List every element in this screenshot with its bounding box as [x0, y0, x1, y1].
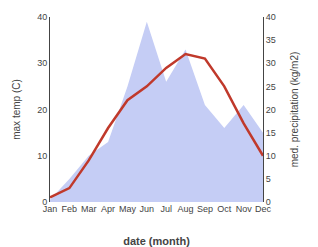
- svg-text:Nov: Nov: [236, 204, 253, 214]
- svg-text:Sep: Sep: [197, 204, 213, 214]
- svg-text:30: 30: [37, 58, 47, 68]
- svg-text:0: 0: [266, 197, 271, 207]
- svg-text:max temp (C): max temp (C): [11, 79, 22, 140]
- svg-text:May: May: [119, 204, 137, 214]
- svg-text:25: 25: [266, 82, 276, 92]
- svg-text:Mar: Mar: [81, 204, 97, 214]
- svg-text:Oct: Oct: [217, 204, 232, 214]
- svg-text:Feb: Feb: [62, 204, 78, 214]
- svg-text:10: 10: [37, 151, 47, 161]
- svg-text:Aug: Aug: [178, 204, 194, 214]
- svg-text:med. precipitation (kg/m2): med. precipitation (kg/m2): [289, 52, 300, 168]
- svg-text:Jul: Jul: [160, 204, 172, 214]
- svg-text:15: 15: [266, 128, 276, 138]
- svg-text:20: 20: [266, 105, 276, 115]
- svg-text:40: 40: [37, 12, 47, 22]
- svg-text:5: 5: [266, 174, 271, 184]
- svg-text:Jan: Jan: [43, 204, 58, 214]
- svg-text:30: 30: [266, 58, 276, 68]
- svg-text:10: 10: [266, 151, 276, 161]
- svg-text:35: 35: [266, 35, 276, 45]
- svg-text:Dec: Dec: [255, 204, 272, 214]
- svg-text:20: 20: [37, 105, 47, 115]
- svg-text:40: 40: [266, 12, 276, 22]
- svg-text:date (month): date (month): [123, 235, 190, 247]
- svg-text:Apr: Apr: [101, 204, 115, 214]
- svg-text:0: 0: [42, 197, 47, 207]
- svg-text:Jun: Jun: [140, 204, 155, 214]
